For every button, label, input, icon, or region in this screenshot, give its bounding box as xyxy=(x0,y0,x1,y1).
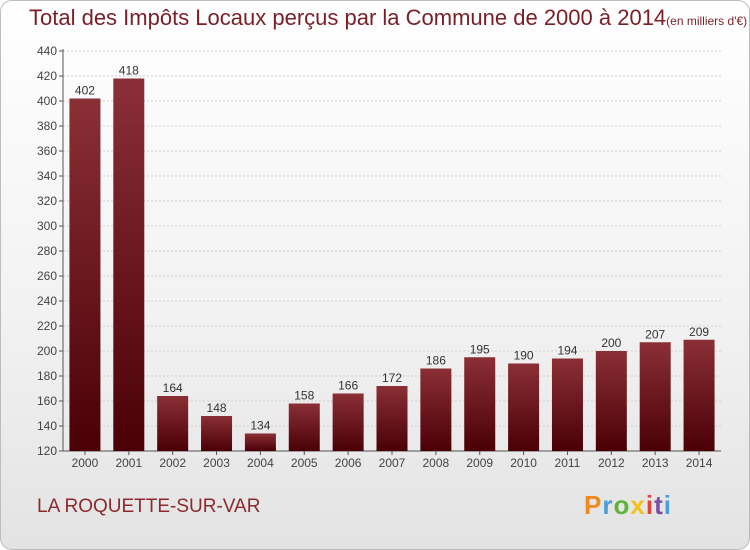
bar-value-label: 166 xyxy=(338,379,358,393)
bar-2005 xyxy=(288,403,320,451)
x-tick-label: 2013 xyxy=(642,456,669,470)
bar-2009 xyxy=(464,357,496,451)
y-tick-label: 380 xyxy=(37,119,57,133)
y-tick-label: 220 xyxy=(37,319,57,333)
bar-2008 xyxy=(420,368,452,451)
bar-value-label: 194 xyxy=(557,344,577,358)
x-tick-label: 2012 xyxy=(598,456,625,470)
bar-value-label: 207 xyxy=(645,327,665,341)
bar-value-label: 172 xyxy=(382,371,402,385)
bar-2007 xyxy=(376,386,408,451)
bar-2002 xyxy=(157,396,189,451)
bar-value-label: 164 xyxy=(163,381,183,395)
bar-value-label: 209 xyxy=(689,325,709,339)
y-tick-label: 300 xyxy=(37,219,57,233)
bar-value-label: 200 xyxy=(601,336,621,350)
chart-title: Total des Impôts Locaux perçus par la Co… xyxy=(29,5,747,31)
bar-value-label: 148 xyxy=(207,401,227,415)
commune-name: LA ROQUETTE-SUR-VAR xyxy=(37,496,261,517)
x-tick-label: 2006 xyxy=(335,456,362,470)
y-tick-label: 200 xyxy=(37,344,57,358)
bar-2006 xyxy=(332,393,364,451)
x-tick-label: 2008 xyxy=(423,456,450,470)
x-tick-label: 2005 xyxy=(291,456,318,470)
y-tick-label: 260 xyxy=(37,269,57,283)
bar-2000 xyxy=(69,98,101,451)
proxiti-logo: Proxiti xyxy=(584,490,672,520)
x-tick-label: 2003 xyxy=(203,456,230,470)
y-tick-label: 240 xyxy=(37,294,57,308)
bar-value-label: 134 xyxy=(250,419,270,433)
y-tick-label: 160 xyxy=(37,394,57,408)
bar-value-label: 190 xyxy=(514,349,534,363)
bar-2013 xyxy=(639,342,671,451)
x-tick-label: 2007 xyxy=(379,456,406,470)
bar-2004 xyxy=(244,433,276,451)
x-tick-label: 2014 xyxy=(686,456,713,470)
chart-title-unit: (en milliers d'€) xyxy=(666,14,748,28)
x-tick-label: 2004 xyxy=(247,456,274,470)
bar-2014 xyxy=(683,339,715,451)
labels: 120 140 160 180 200 220 240 260 280 300 320 340 360 3… xyxy=(37,44,713,470)
x-tick-label: 2009 xyxy=(466,456,493,470)
y-tick-label: 440 xyxy=(37,44,57,58)
bar-2011 xyxy=(551,358,583,451)
x-tick-label: 2002 xyxy=(159,456,186,470)
x-tick-label: 2011 xyxy=(555,456,581,470)
bar-2012 xyxy=(595,351,627,451)
y-tick-label: 340 xyxy=(37,169,57,183)
x-tick-label: 2010 xyxy=(510,456,537,470)
x-tick-label: 2000 xyxy=(72,456,99,470)
bar-value-label: 195 xyxy=(470,342,490,356)
bar-2010 xyxy=(508,363,540,451)
bar-value-label: 158 xyxy=(294,389,314,403)
y-tick-label: 280 xyxy=(37,244,57,258)
x-tick-label: 2001 xyxy=(115,456,142,470)
bar-2001 xyxy=(113,78,145,451)
y-tick-label: 400 xyxy=(37,94,57,108)
y-tick-label: 360 xyxy=(37,144,57,158)
bar-value-label: 402 xyxy=(75,84,95,98)
bar-value-label: 418 xyxy=(119,64,139,78)
y-tick-label: 140 xyxy=(37,419,57,433)
y-tick-label: 120 xyxy=(37,444,57,458)
y-tick-label: 180 xyxy=(37,369,57,383)
bar-2003 xyxy=(201,416,233,451)
bar-value-label: 186 xyxy=(426,354,446,368)
y-tick-label: 320 xyxy=(37,194,57,208)
chart-title-main: Total des Impôts Locaux perçus par la Co… xyxy=(29,5,667,30)
bars xyxy=(69,78,715,451)
y-tick-label: 420 xyxy=(37,69,57,83)
